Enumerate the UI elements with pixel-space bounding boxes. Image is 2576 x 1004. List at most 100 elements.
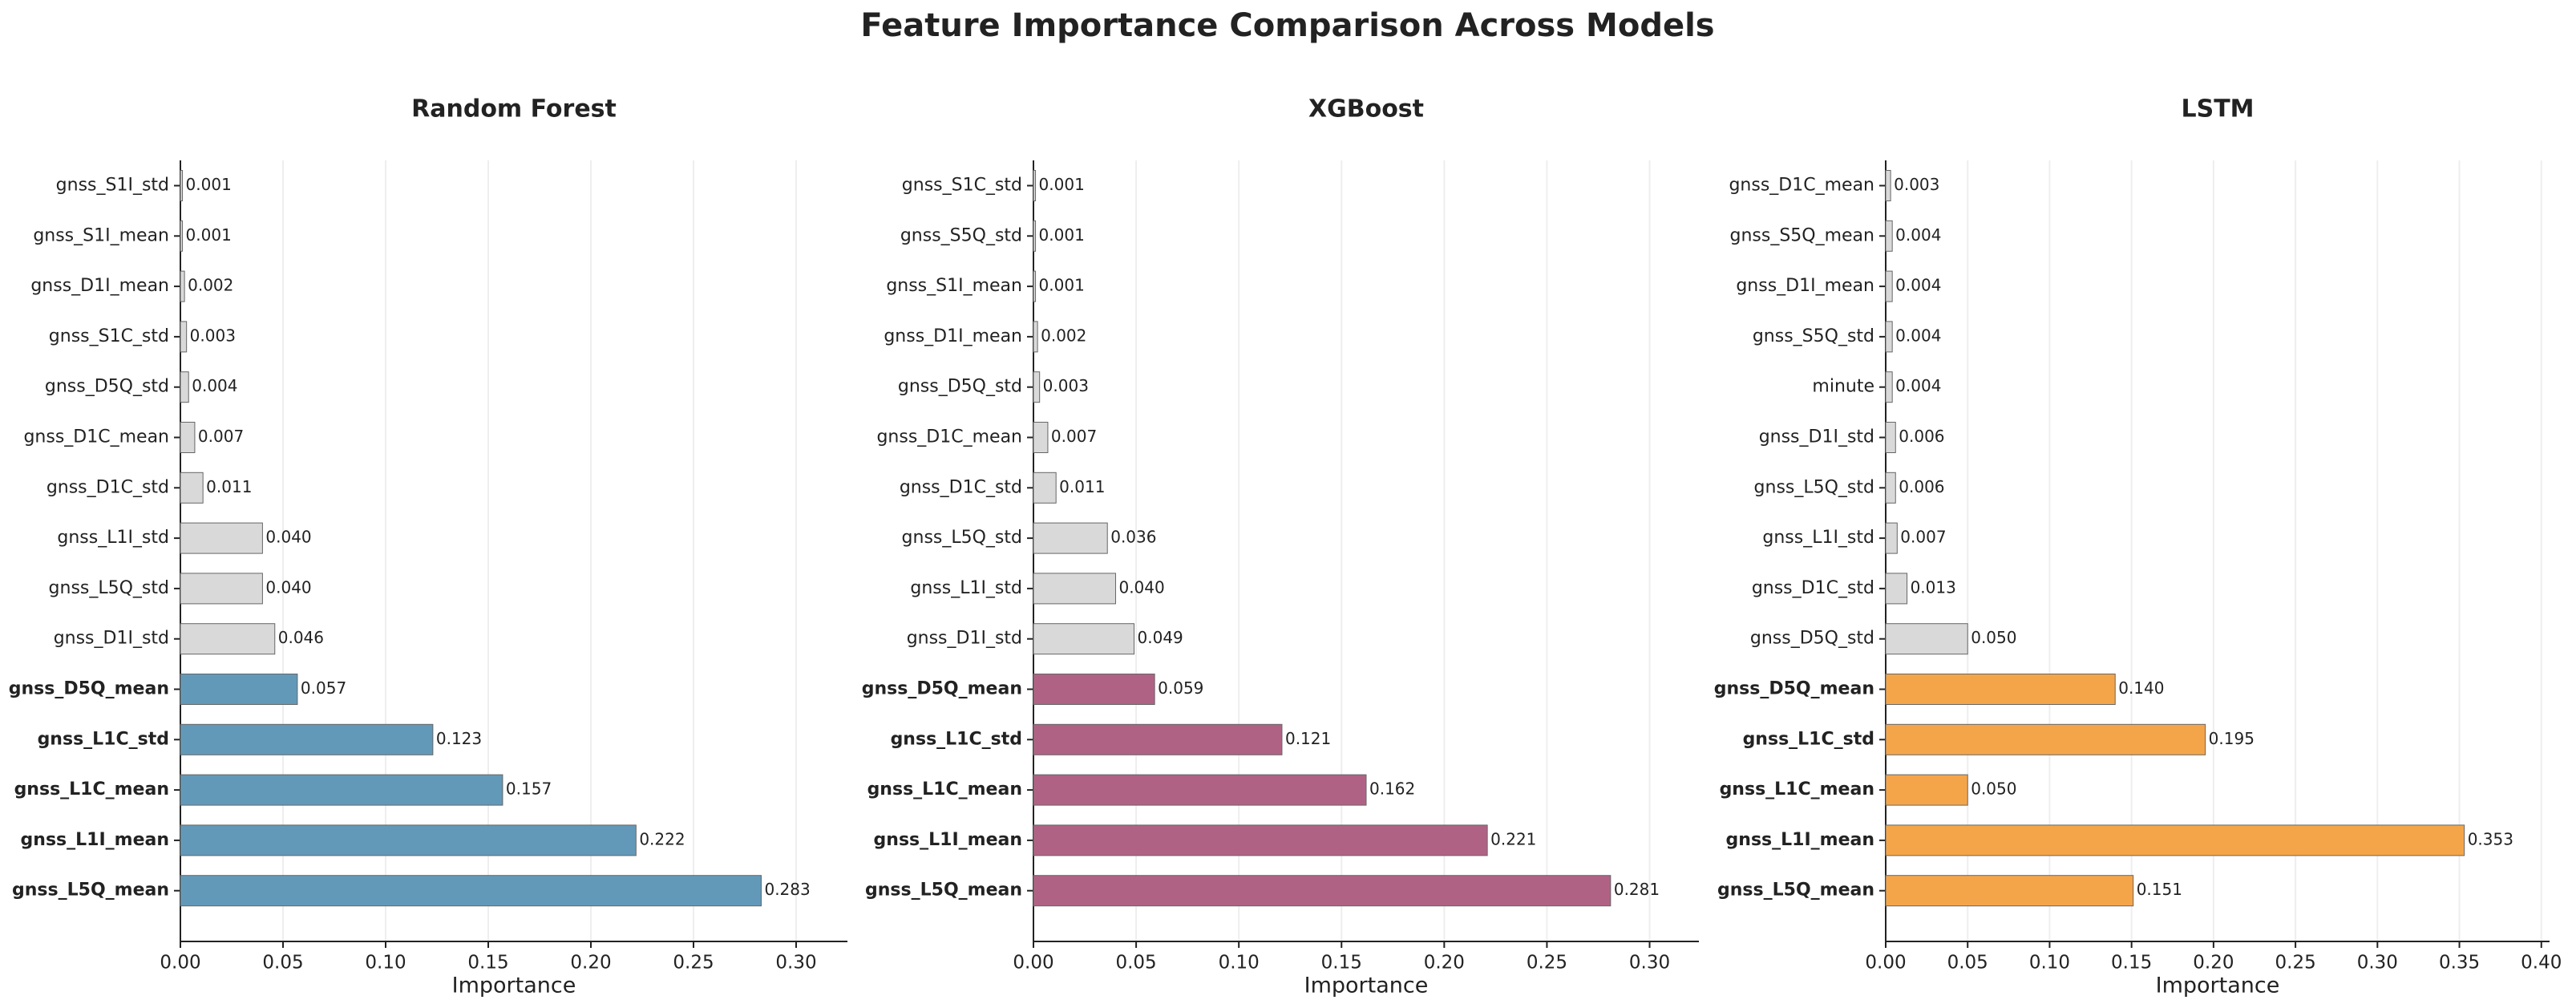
y-tick-label: gnss_L1I_std (1762, 528, 1874, 548)
bar (1885, 824, 2465, 856)
bar (1033, 573, 1116, 605)
value-label: 0.283 (764, 880, 810, 899)
x-tick-label: 0.10 (1219, 953, 1260, 974)
value-label: 0.353 (2468, 829, 2513, 848)
value-label: 0.004 (1895, 376, 1941, 395)
bar (180, 573, 263, 605)
value-label: 0.013 (1911, 577, 1956, 597)
y-tick-label: gnss_L1C_std (38, 729, 169, 749)
bar (1033, 774, 1367, 806)
bar (180, 220, 184, 252)
value-label: 0.046 (278, 628, 324, 647)
bar (1885, 875, 2134, 907)
y-tick-label: gnss_L1C_mean (14, 779, 169, 800)
value-label: 0.001 (1039, 175, 1085, 194)
x-tick-label: 0.15 (1321, 953, 1362, 974)
bar (1033, 824, 1488, 856)
bar (1885, 674, 2116, 705)
value-label: 0.001 (186, 175, 232, 194)
bar (1033, 875, 1612, 907)
bar (1033, 674, 1155, 705)
y-tick-label: gnss_D1C_mean (1729, 176, 1874, 196)
bar (1885, 723, 2206, 755)
y-tick-label: gnss_D1I_std (907, 629, 1022, 649)
value-label: 0.140 (2118, 678, 2164, 698)
bar (1033, 371, 1041, 403)
bar (180, 270, 185, 302)
value-label: 0.221 (1490, 829, 1536, 848)
y-tick-label: gnss_D1I_std (54, 629, 169, 649)
value-label: 0.003 (190, 326, 236, 345)
x-tick-label: 0.30 (2357, 953, 2398, 974)
y-tick-label: gnss_L1C_mean (1720, 779, 1874, 800)
value-label: 0.050 (1971, 628, 2016, 647)
value-label: 0.002 (1041, 326, 1086, 345)
x-tick-label: 0.25 (1527, 953, 1567, 974)
y-tick-label: gnss_D1C_std (1752, 578, 1874, 598)
value-label: 0.195 (2209, 729, 2255, 748)
value-label: 0.004 (1895, 276, 1941, 295)
value-label: 0.057 (301, 678, 346, 698)
value-label: 0.059 (1158, 678, 1203, 698)
y-tick-label: gnss_D5Q_std (1750, 629, 1874, 649)
value-label: 0.001 (186, 225, 232, 245)
bar (1885, 623, 1968, 655)
bar (180, 422, 196, 453)
y-tick-label: gnss_L1I_std (910, 578, 1022, 598)
value-label: 0.157 (506, 779, 552, 799)
y-tick-label: gnss_D1I_mean (884, 326, 1022, 346)
y-tick-label: gnss_D5Q_std (898, 377, 1022, 397)
y-tick-label: gnss_D1I_std (1759, 427, 1874, 447)
bar (1033, 321, 1038, 353)
value-label: 0.011 (1059, 477, 1105, 496)
y-tick-label: gnss_L1C_std (1743, 729, 1874, 749)
y-tick-label: gnss_L1C_mean (867, 779, 1022, 800)
y-tick-label: gnss_L1C_std (891, 729, 1022, 749)
bar (1885, 472, 1896, 504)
x-tick-label: 0.00 (1013, 953, 1053, 974)
x-tick-label: 0.25 (673, 953, 714, 974)
y-tick-label: gnss_L1I_std (57, 528, 169, 548)
bar (1885, 371, 1893, 403)
x-tick-label: 0.00 (160, 953, 200, 974)
x-tick-label: 0.05 (262, 953, 303, 974)
bar (1885, 573, 1908, 605)
bar (1885, 170, 1891, 201)
y-tick-label: gnss_S5Q_std (900, 225, 1022, 245)
bar (1033, 170, 1037, 201)
y-tick-label: gnss_L5Q_mean (12, 881, 169, 901)
x-tick-label: 0.25 (2275, 953, 2316, 974)
bar (1885, 270, 1893, 302)
subplot-title: Random Forest (411, 95, 617, 123)
bar (1885, 220, 1893, 252)
value-label: 0.004 (1895, 225, 1941, 245)
subplot-title: LSTM (2181, 95, 2254, 123)
x-tick-label: 0.30 (1629, 953, 1670, 974)
bar (180, 723, 434, 755)
x-tick-label: 0.35 (2439, 953, 2480, 974)
y-tick-label: minute (1812, 377, 1874, 397)
bar (180, 170, 184, 201)
subplot-title: XGBoost (1308, 95, 1424, 123)
y-tick-label: gnss_D5Q_mean (9, 679, 169, 699)
bar (180, 522, 263, 554)
bar (1033, 472, 1057, 504)
value-label: 0.004 (1895, 326, 1941, 345)
y-tick-label: gnss_L1I_mean (21, 830, 169, 850)
value-label: 0.003 (1894, 175, 1939, 194)
bar (180, 371, 189, 403)
value-label: 0.003 (1043, 376, 1089, 395)
value-label: 0.162 (1369, 779, 1415, 799)
x-tick-label: 0.30 (775, 953, 816, 974)
x-axis-label: Importance (452, 974, 576, 998)
y-tick-label: gnss_D1C_mean (23, 427, 169, 447)
x-axis-label: Importance (1304, 974, 1429, 998)
bar (1885, 321, 1893, 353)
value-label: 0.049 (1138, 628, 1183, 647)
x-tick-label: 0.05 (1947, 953, 1988, 974)
bar (1033, 220, 1037, 252)
y-tick-label: gnss_L5Q_std (1754, 477, 1874, 497)
bar (1885, 422, 1896, 453)
bar (1033, 723, 1283, 755)
